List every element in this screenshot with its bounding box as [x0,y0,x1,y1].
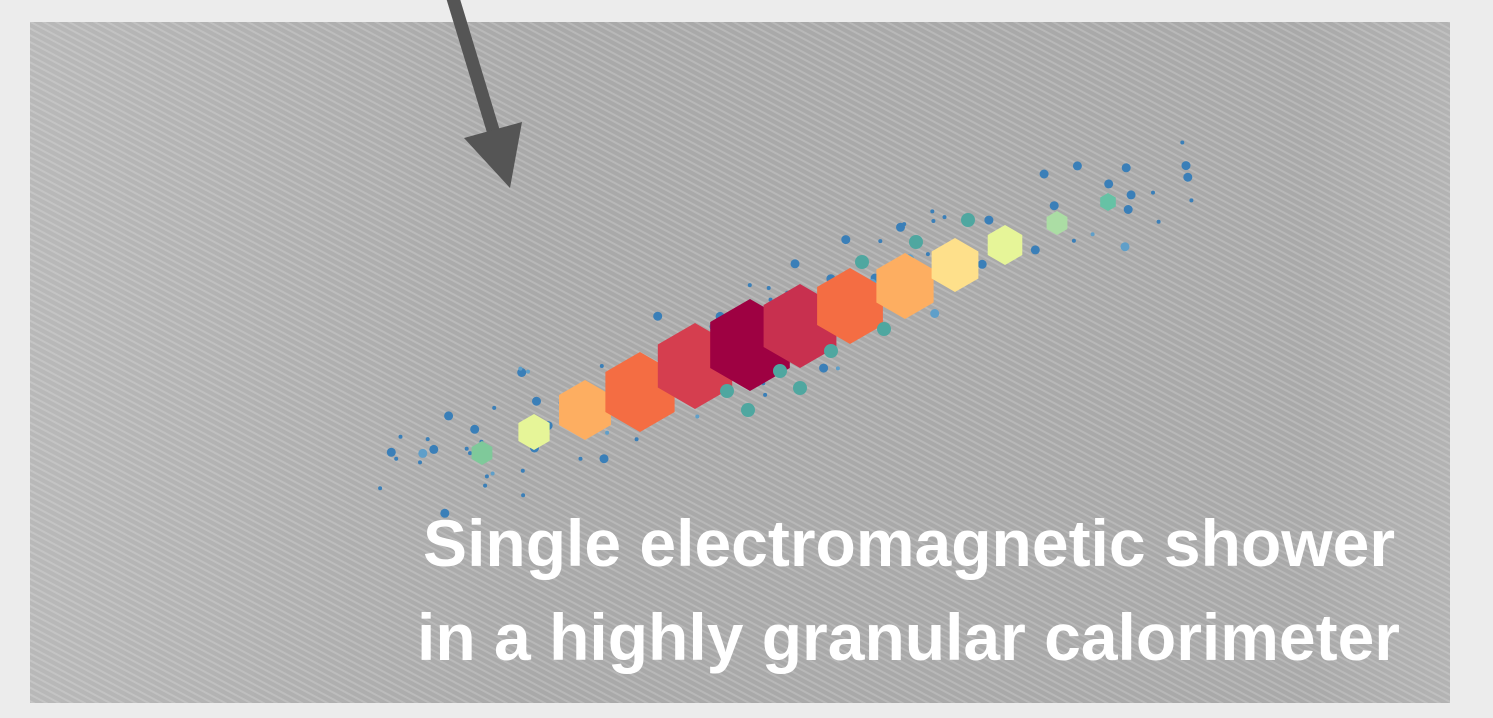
hit [1050,201,1059,210]
hit [824,344,838,358]
hit [491,472,495,476]
hit [468,451,472,455]
hit [978,260,987,269]
hit [653,312,662,321]
hit [521,493,525,497]
hit [1072,239,1076,243]
hit [791,259,800,268]
hit [387,448,396,457]
hit [1121,242,1130,251]
hit [485,474,489,478]
hit [763,393,767,397]
hit [1104,179,1113,188]
hit [855,255,869,269]
hit [926,252,930,256]
hit [741,403,755,417]
hit [695,415,699,419]
hit [394,457,398,461]
hit [429,445,438,454]
hit [418,460,422,464]
hit [1031,245,1040,254]
hit [1091,232,1095,236]
hit [984,216,993,225]
hit [605,431,609,435]
hit [1124,205,1133,214]
hit [418,449,427,458]
hit [600,364,604,368]
hit [1182,161,1191,170]
hit [1040,170,1049,179]
caption-line: Single electromagnetic shower [423,506,1395,580]
hit [1151,191,1155,195]
hit [1183,173,1192,182]
hit [635,437,639,441]
hit [720,384,734,398]
hit [961,213,975,227]
hit [518,367,522,371]
hit [378,486,382,490]
hit [877,322,891,336]
hit [444,411,453,420]
hit [878,239,882,243]
hit [930,309,939,318]
event-display: Single electromagnetic shower in a highl… [0,0,1493,718]
hit [399,435,403,439]
hit [1180,141,1184,145]
hit [521,469,525,473]
hit [1189,198,1193,202]
hit [1073,161,1082,170]
hit [767,286,771,290]
hit [819,364,828,373]
hit [600,454,609,463]
hit [909,235,923,249]
hit [532,397,541,406]
hit [470,425,479,434]
hit [896,223,905,232]
hit [426,437,430,441]
hit [1122,163,1131,172]
hit [930,209,934,213]
page: {"caption": {"lines": ["Single electroma… [0,0,1493,718]
hit [773,364,787,378]
hit [1127,190,1136,199]
hit [836,366,840,370]
hit [931,219,935,223]
hit [748,283,752,287]
hit [526,370,530,374]
caption-line: in a highly granular calorimeter [417,600,1400,674]
hit [579,457,583,461]
hit [492,406,496,410]
hit [841,235,850,244]
hit [1157,220,1161,224]
hit [483,484,487,488]
hit [943,215,947,219]
hit [465,447,469,451]
hit [793,381,807,395]
